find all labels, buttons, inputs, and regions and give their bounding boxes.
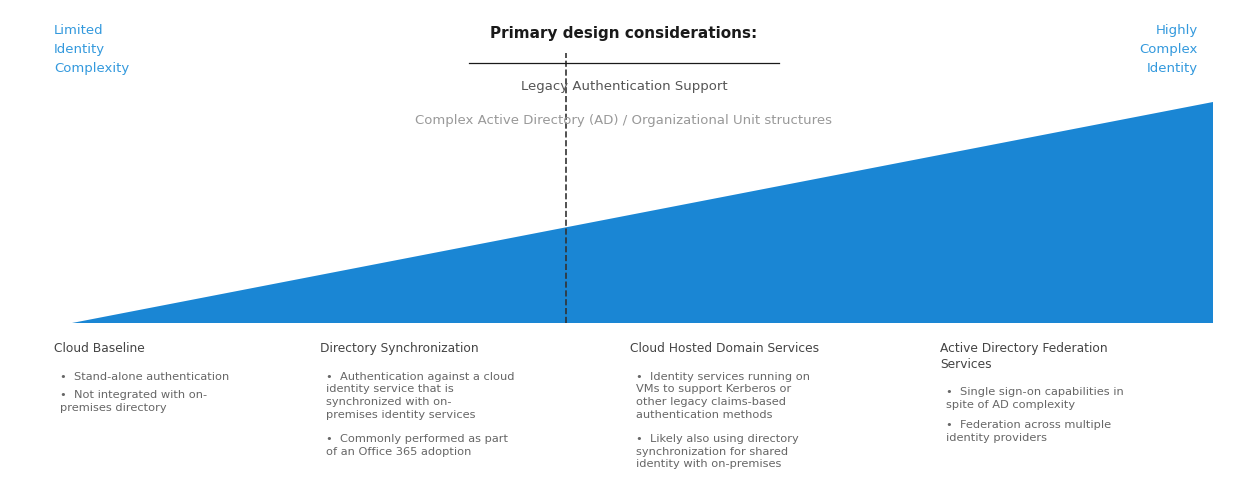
Text: Active Directory Federation
Services: Active Directory Federation Services — [940, 343, 1108, 371]
Text: •  Commonly performed as part
of an Office 365 adoption: • Commonly performed as part of an Offic… — [327, 434, 508, 457]
Text: Limited
Identity
Complexity: Limited Identity Complexity — [54, 24, 129, 75]
Text: Directory Synchronization: Directory Synchronization — [321, 343, 479, 355]
Text: Highly
Complex
Identity: Highly Complex Identity — [1139, 24, 1198, 75]
Text: •  Authentication against a cloud
identity service that is
synchronized with on-: • Authentication against a cloud identit… — [327, 372, 515, 420]
Text: •  Likely also using directory
synchronization for shared
identity with on-premi: • Likely also using directory synchroniz… — [636, 434, 799, 469]
Text: Complex Active Directory (AD) / Organizational Unit structures: Complex Active Directory (AD) / Organiza… — [416, 114, 832, 127]
Text: •  Single sign-on capabilities in
spite of AD complexity: • Single sign-on capabilities in spite o… — [946, 387, 1124, 410]
Text: •  Not integrated with on-
premises directory: • Not integrated with on- premises direc… — [60, 390, 207, 413]
Text: •  Stand-alone authentication: • Stand-alone authentication — [60, 372, 230, 382]
Text: •  Identity services running on
VMs to support Kerberos or
other legacy claims-b: • Identity services running on VMs to su… — [636, 372, 810, 420]
Text: Legacy Authentication Support: Legacy Authentication Support — [520, 80, 728, 93]
Text: Cloud Baseline: Cloud Baseline — [54, 343, 145, 355]
Polygon shape — [72, 101, 1213, 323]
Text: •  Federation across multiple
identity providers: • Federation across multiple identity pr… — [946, 420, 1112, 443]
Text: Primary design considerations:: Primary design considerations: — [490, 26, 758, 41]
Text: Cloud Hosted Domain Services: Cloud Hosted Domain Services — [630, 343, 820, 355]
